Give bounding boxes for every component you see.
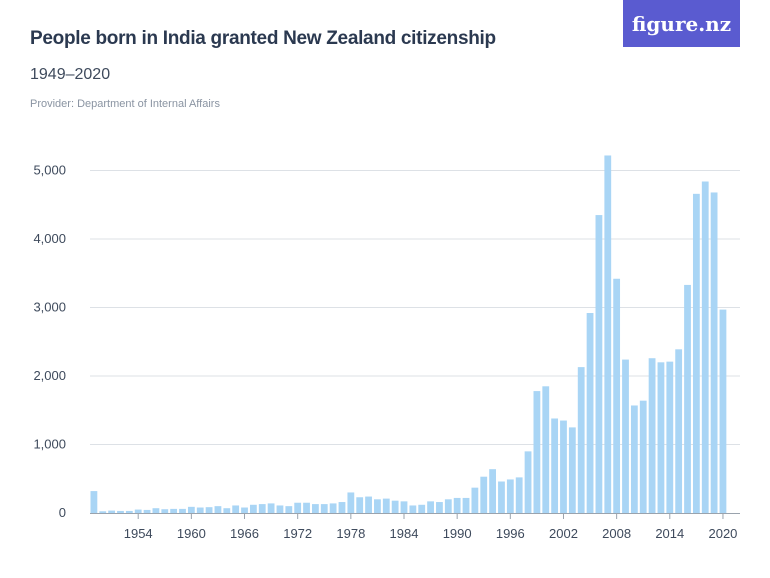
x-tick-label: 1960 [177, 526, 206, 541]
y-tick-label: 1,000 [33, 437, 66, 452]
x-tick-label: 2002 [549, 526, 578, 541]
bar [179, 508, 186, 513]
y-tick-label: 5,000 [33, 163, 66, 178]
bar [205, 507, 213, 513]
bar [196, 507, 204, 513]
bar [329, 503, 337, 513]
bar [657, 362, 665, 513]
bar [400, 501, 408, 513]
bar [524, 451, 532, 513]
bar [320, 504, 328, 513]
y-tick-label: 4,000 [33, 231, 66, 246]
bar [586, 313, 594, 513]
bar [214, 506, 222, 513]
bar [232, 505, 240, 513]
bar [498, 481, 505, 513]
bar [515, 477, 523, 513]
y-tick-label: 2,000 [33, 368, 66, 383]
bar [90, 491, 98, 513]
bar [356, 497, 364, 513]
bar [533, 391, 541, 513]
bar [595, 215, 603, 513]
bar [258, 504, 266, 513]
bar [692, 193, 700, 513]
bar [374, 499, 381, 513]
bar [143, 509, 151, 513]
bar [453, 497, 461, 513]
bar [568, 427, 576, 513]
bar [99, 511, 107, 513]
bar [125, 510, 133, 513]
bar [276, 505, 284, 513]
bar [427, 501, 434, 513]
x-tick-label: 1954 [124, 526, 153, 541]
bar [462, 497, 470, 513]
bar [294, 502, 302, 513]
x-tick-label: 2014 [655, 526, 684, 541]
bar [436, 502, 443, 513]
bar [639, 400, 647, 513]
data-provider: Provider: Department of Internal Affairs [30, 98, 220, 110]
y-tick-label: 3,000 [33, 300, 66, 315]
bar [480, 476, 488, 513]
bar [489, 469, 496, 513]
x-tick-label: 1978 [336, 526, 365, 541]
bar [161, 509, 169, 513]
bar [444, 499, 452, 513]
bar [622, 359, 629, 513]
bar [187, 506, 195, 513]
bar [134, 509, 142, 513]
bar [613, 278, 621, 513]
x-tick-label: 1990 [443, 526, 472, 541]
bar [684, 284, 691, 513]
bar [303, 502, 310, 513]
bar [152, 508, 160, 513]
bar [542, 386, 550, 513]
bar [249, 504, 257, 513]
bar [630, 405, 638, 513]
chart-title: People born in India granted New Zealand… [30, 28, 496, 49]
x-tick-label: 1972 [283, 526, 312, 541]
bar [701, 181, 709, 513]
bar [338, 502, 346, 513]
bar [418, 504, 426, 513]
bar [223, 508, 231, 513]
bar [312, 504, 319, 513]
bar [409, 505, 417, 513]
bar [365, 496, 372, 513]
bar [719, 309, 727, 513]
bar [347, 492, 355, 513]
bar [506, 479, 514, 513]
chart-subtitle: 1949–2020 [30, 66, 111, 83]
y-tick-label: 0 [59, 505, 66, 520]
bar [560, 420, 567, 513]
bar [108, 510, 116, 513]
x-tick-label: 1996 [496, 526, 525, 541]
bar [666, 361, 674, 513]
bar [382, 498, 390, 513]
x-tick-label: 1984 [390, 526, 419, 541]
bar [170, 508, 178, 513]
bar [285, 506, 293, 513]
bar [675, 349, 683, 513]
bar [648, 358, 656, 513]
bar [391, 500, 399, 513]
bar [577, 367, 585, 513]
bar [710, 192, 718, 513]
bar [117, 510, 124, 513]
bar [604, 155, 612, 513]
bar [471, 487, 479, 513]
x-tick-label: 1966 [230, 526, 259, 541]
figure-nz-logo[interactable]: figure.nz [623, 0, 740, 47]
x-tick-label: 2008 [602, 526, 631, 541]
bar [267, 503, 275, 513]
bar [551, 418, 559, 513]
bar [241, 507, 248, 513]
x-tick-label: 2020 [708, 526, 737, 541]
